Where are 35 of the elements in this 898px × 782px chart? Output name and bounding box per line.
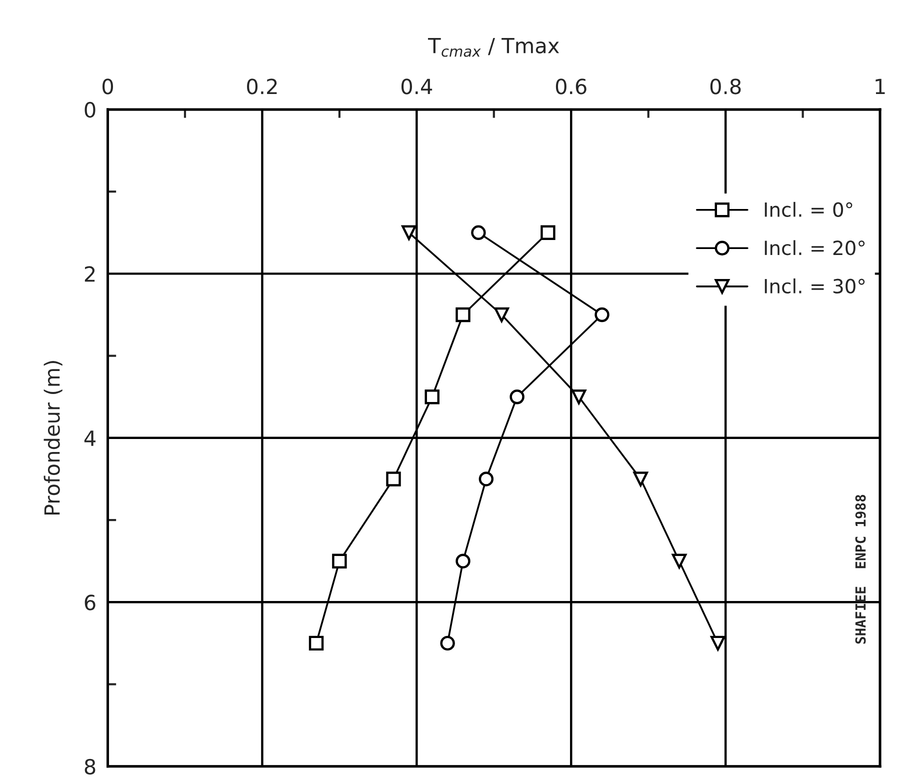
x-tick-label: 0.2 — [247, 78, 277, 94]
point — [710, 636, 726, 651]
x-tick-label: 0.4 — [401, 78, 432, 94]
point — [540, 225, 556, 240]
point — [672, 554, 687, 568]
point — [456, 307, 470, 322]
x-tick-label: 0.8 — [710, 78, 741, 94]
x-axis-title: T$_{cmax}$ / Tmax — [428, 38, 560, 57]
legend-label: Incl. = 0° — [764, 202, 852, 217]
point — [424, 390, 440, 404]
point — [332, 554, 347, 568]
y-tick-label: 2 — [84, 266, 95, 282]
point — [510, 390, 524, 404]
y-tick-label: 0 — [84, 102, 96, 118]
legend-label: Incl. = 30° — [764, 278, 865, 294]
point — [471, 225, 486, 240]
annotation: SHAFIEE ENPC 1988 — [855, 494, 866, 644]
y-tick-label: 4 — [84, 430, 96, 446]
point — [478, 472, 494, 486]
point — [571, 390, 586, 404]
x-tick-label: 0 — [102, 78, 114, 94]
point — [494, 307, 509, 322]
y-axis-title: Profondeur (m) — [44, 361, 62, 515]
y-tick-label: 6 — [84, 594, 96, 610]
point — [594, 307, 610, 322]
legend-label: Incl. = 20° — [764, 240, 865, 256]
y-tick-label: 8 — [84, 758, 96, 775]
point — [386, 472, 401, 486]
x-tick-label: 1 — [876, 78, 885, 94]
point — [440, 636, 455, 651]
point — [456, 554, 470, 568]
point — [308, 636, 324, 651]
point — [402, 225, 416, 240]
x-tick-label: 0.6 — [556, 78, 586, 94]
point — [633, 472, 648, 486]
